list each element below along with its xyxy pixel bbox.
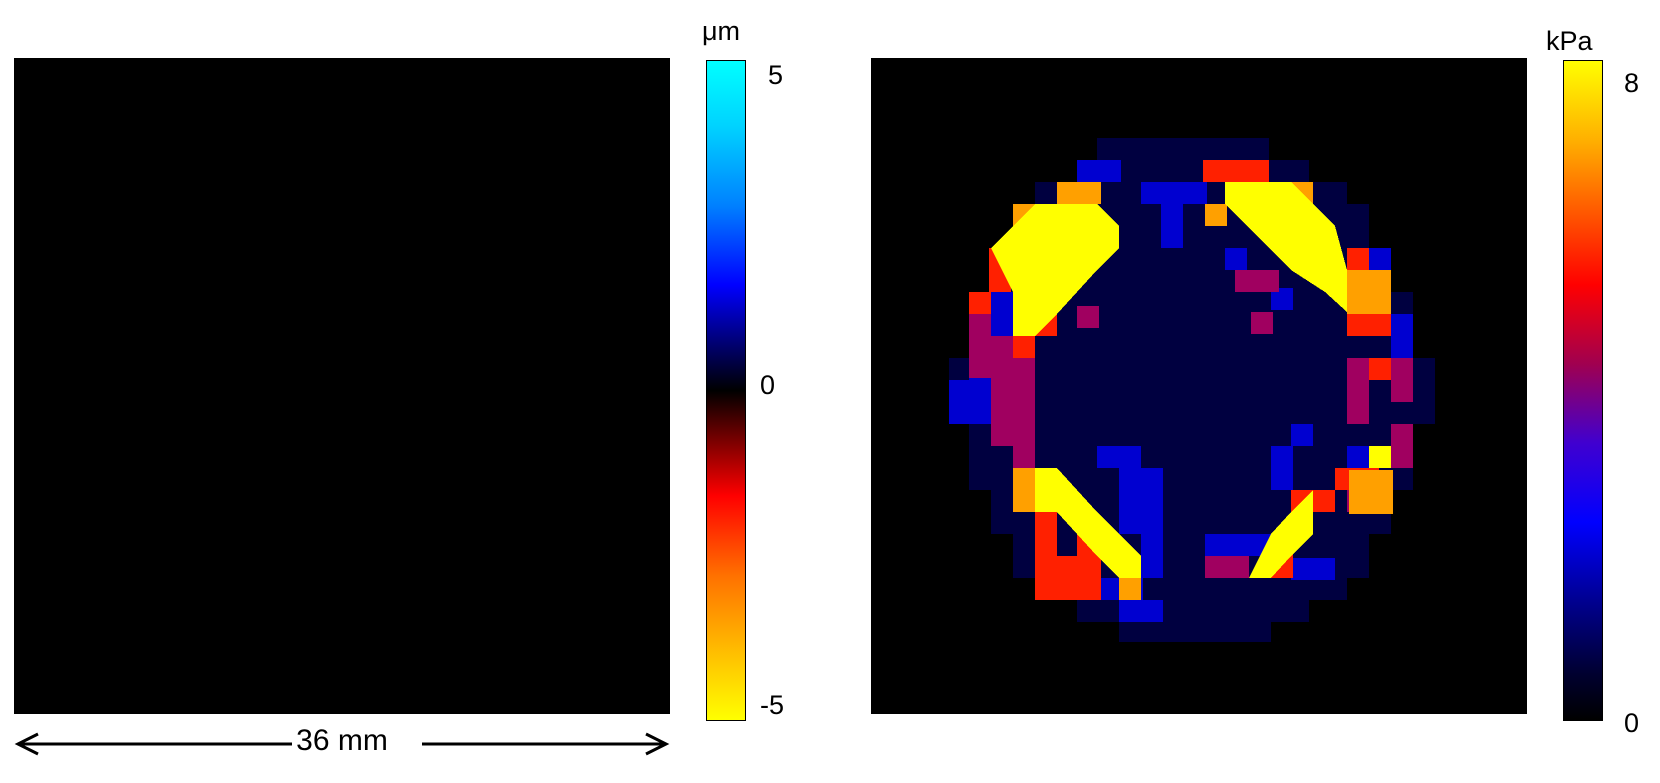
displacement-tick-max: 5 [768, 60, 784, 90]
displacement-tick-zero: 0 [760, 370, 776, 400]
stress-map-image [949, 138, 1435, 642]
displacement-colorbar [706, 60, 746, 721]
stress-map [871, 58, 1527, 714]
displacement-map [14, 58, 670, 714]
displacement-unit-label: μm [702, 16, 741, 46]
displacement-map-image [71, 158, 621, 682]
stress-colorbar [1563, 60, 1603, 721]
scale-bar: 36 mm [14, 722, 670, 762]
displacement-tick-min: -5 [760, 690, 785, 720]
stress-tick-zero: 0 [1624, 708, 1640, 738]
stress-tick-max: 8 [1624, 68, 1640, 98]
stress-unit-label: kPa [1546, 26, 1593, 56]
scale-bar-label: 36 mm [296, 724, 388, 757]
scale-bar-arrows [14, 732, 670, 756]
